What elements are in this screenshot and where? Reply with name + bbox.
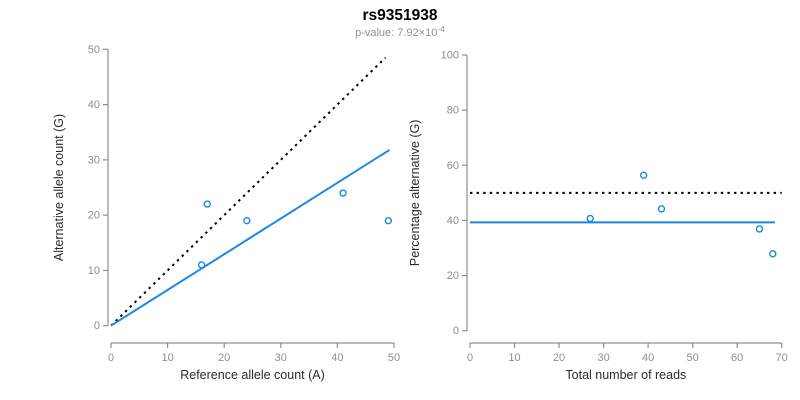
y-tick-label: 60 xyxy=(447,160,459,172)
data-point xyxy=(657,205,666,213)
x-tick-label: 50 xyxy=(687,352,699,364)
x-tick-label: 10 xyxy=(508,352,520,364)
y-tick-label: 10 xyxy=(88,265,100,277)
x-tick-label: 0 xyxy=(108,352,114,364)
x-tick-label: 70 xyxy=(776,352,788,364)
x-tick-label: 30 xyxy=(275,352,287,364)
figure-title: rs9351938 xyxy=(363,7,438,24)
y-tick-label: 80 xyxy=(447,105,459,117)
data-point xyxy=(384,216,393,225)
x-axis-title: Total number of reads xyxy=(565,368,686,382)
identity-line xyxy=(110,56,387,327)
y-tick-label: 100 xyxy=(441,50,459,62)
y-tick-label: 20 xyxy=(447,270,459,282)
x-tick-label: 30 xyxy=(597,352,609,364)
y-tick-label: 0 xyxy=(94,320,100,332)
y-tick-label: 0 xyxy=(453,325,459,337)
right-plot-percentage: 0 20 40 60 80 100 0 10 20 30 40 50 60 70 Total number … xyxy=(408,50,788,383)
y-tick-label: 20 xyxy=(88,210,100,222)
data-point xyxy=(339,189,347,197)
x-tick-label: 40 xyxy=(331,352,343,364)
figure-subtitle: p-value: 7.92×10-4 xyxy=(355,24,445,39)
y-tick-label: 30 xyxy=(88,154,100,166)
data-point xyxy=(639,171,648,179)
y-tick-label: 40 xyxy=(88,99,100,111)
p-value-text: p-value: 7.92×10 xyxy=(355,27,437,39)
data-point xyxy=(769,250,777,258)
data-point xyxy=(755,225,764,233)
left-plot-allele-counts: 0 10 20 30 40 50 0 10 20 30 40 50 Reference allele c… xyxy=(52,44,400,382)
p-value-exponent: -4 xyxy=(437,24,445,34)
x-tick-label: 60 xyxy=(731,352,743,364)
x-tick-label: 50 xyxy=(388,352,400,364)
y-axis-title: Alternative allele count (G) xyxy=(52,114,66,261)
data-point xyxy=(243,216,251,225)
fit-line xyxy=(110,149,391,327)
data-point xyxy=(586,214,594,223)
x-tick-label: 40 xyxy=(642,352,654,364)
y-tick-label: 40 xyxy=(447,215,459,227)
x-axis-title: Reference allele count (A) xyxy=(180,368,325,382)
data-point xyxy=(197,261,206,269)
x-tick-label: 20 xyxy=(218,352,230,364)
data-point xyxy=(203,200,211,208)
y-tick-label: 50 xyxy=(88,44,100,56)
x-tick-label: 20 xyxy=(553,352,565,364)
x-tick-label: 10 xyxy=(161,352,173,364)
x-tick-label: 0 xyxy=(467,352,473,364)
y-axis-title: Percentage alternative (G) xyxy=(408,120,422,267)
